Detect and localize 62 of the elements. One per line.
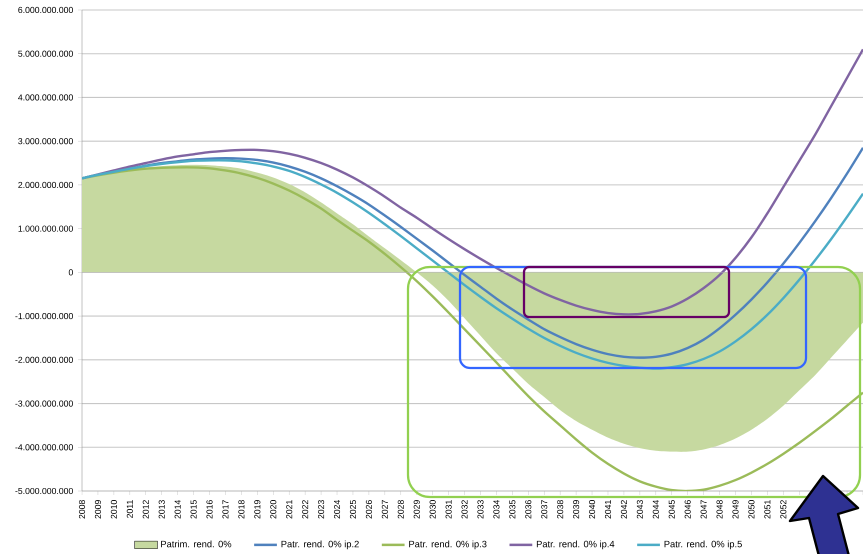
x-tick-label: 2012 (142, 500, 149, 519)
y-tick-label: 4.000.000.000 (18, 94, 73, 101)
y-tick-label: 0 (68, 269, 73, 276)
y-tick-label: 2.000.000.000 (18, 182, 73, 188)
x-tick-label: 2009 (94, 500, 102, 519)
x-tick-label: 2041 (604, 500, 612, 519)
x-tick-label: 2044 (652, 500, 659, 519)
x-tick-label: 2036 (525, 500, 532, 519)
y-tick-label: -3.000.000.000 (15, 400, 73, 407)
y-tick-label: 1.000.000.000 (18, 226, 73, 232)
x-tick-label: 2013 (158, 500, 165, 519)
x-tick-label: 2039 (573, 500, 580, 519)
x-tick-label: 2023 (318, 500, 324, 519)
x-tick-label: 2017 (222, 500, 229, 519)
x-tick-label: 2020 (270, 500, 276, 519)
x-tick-label: 2019 (254, 500, 260, 519)
legend-label: Patr. rend. 0% ip.3 (409, 540, 487, 550)
x-tick-label: 2010 (110, 500, 117, 519)
x-tick-label: 2025 (350, 500, 356, 519)
x-tick-label: 2045 (668, 500, 675, 519)
x-tick-label: 2051 (764, 500, 770, 519)
x-tick-label: 2040 (588, 500, 596, 519)
x-tick-label: 2021 (286, 500, 292, 519)
y-tick-label: -4.000.000.000 (15, 444, 73, 450)
x-tick-label: 2043 (636, 500, 643, 519)
x-tick-label: 2035 (509, 500, 516, 519)
x-tick-label: 2033 (477, 500, 484, 519)
legend-label: Patr. rend. 0% ip.5 (664, 540, 742, 550)
x-tick-label: 2011 (126, 500, 133, 518)
y-tick-label: 5.000.000.000 (18, 50, 73, 57)
y-tick-label: -5.000.000.000 (15, 488, 73, 494)
y-tick-label: -2.000.000.000 (15, 356, 73, 363)
x-tick-label: 2015 (190, 500, 197, 519)
x-tick-label: 2050 (748, 500, 755, 519)
x-tick-label: 2027 (382, 500, 388, 519)
x-tick-label: 2037 (541, 500, 548, 519)
x-tick-label: 2042 (620, 500, 627, 519)
y-tick-label: 6.000.000.000 (18, 6, 73, 14)
x-tick-label: 2008 (78, 500, 86, 519)
legend-label: Patr. rend. 0% ip.4 (536, 540, 614, 550)
x-tick-label: 2016 (206, 500, 213, 519)
x-tick-label: 2018 (238, 500, 244, 519)
legend-label: Patr. rend. 0% ip.2 (282, 540, 359, 550)
x-tick-label: 2031 (446, 500, 452, 519)
x-tick-label: 2048 (716, 500, 723, 519)
x-tick-label: 2032 (461, 500, 468, 519)
legend-label: Patrim. rend. 0% (161, 540, 232, 548)
x-tick-label: 2052 (780, 500, 786, 519)
x-tick-label: 2028 (398, 500, 404, 519)
x-tick-label: 2046 (684, 500, 691, 519)
x-tick-label: 2029 (414, 500, 420, 519)
x-tick-label: 2038 (557, 500, 564, 519)
x-tick-label: 2014 (174, 500, 181, 519)
x-tick-label: 2024 (334, 500, 340, 519)
x-tick-label: 2049 (732, 500, 739, 519)
x-tick-label: 2047 (700, 500, 707, 519)
y-tick-label: 3.000.000.000 (18, 138, 73, 144)
y-tick-label: -1.000.000.000 (15, 313, 73, 320)
x-tick-label: 2034 (493, 500, 500, 519)
x-tick-label: 2026 (366, 500, 372, 519)
x-tick-label: 2030 (430, 500, 436, 519)
x-tick-label: 2022 (302, 500, 308, 519)
